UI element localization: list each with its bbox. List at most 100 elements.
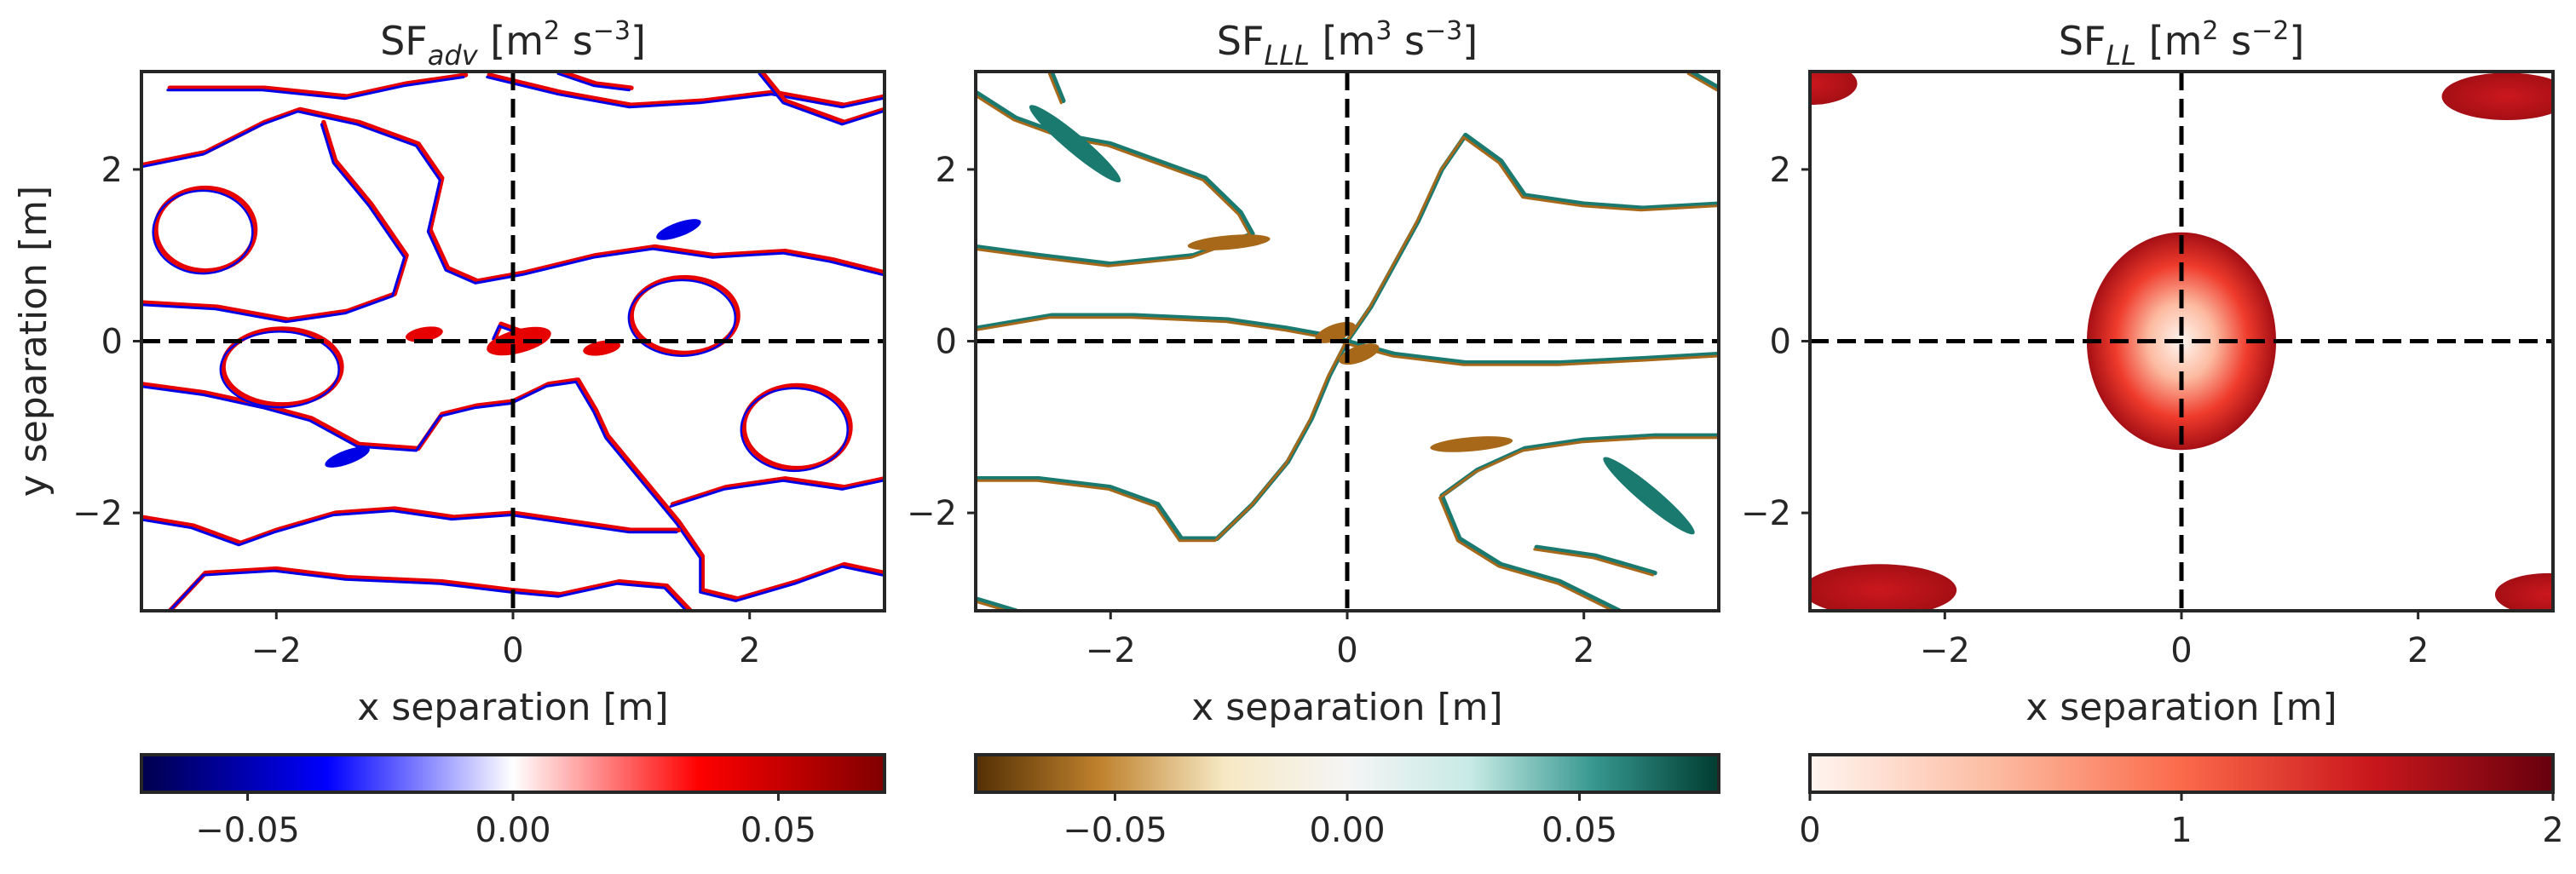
feature-blob	[405, 326, 443, 342]
colorbar-tick-label: 0.00	[475, 811, 550, 850]
contour-positive	[487, 72, 885, 108]
panel-sf-lll: SFLLL [m3 s−3] −2 0 2 2 0 −2 x separation [m]…	[907, 16, 1720, 850]
contour-negative	[1686, 72, 1718, 92]
contour-positive	[976, 596, 1018, 611]
panel-sf-ll: SFLL [m2 s−2] −2 0 220−2 x separation [m] …	[1741, 16, 2564, 850]
contour-negative	[141, 110, 884, 285]
contour-negative	[141, 123, 406, 324]
y-tick-label: 0	[1770, 323, 1791, 362]
contour-negative	[758, 72, 884, 126]
plot-area: −2 0 2 2 0 −2	[1741, 70, 2555, 670]
y-tick-label: −2	[1741, 494, 1791, 533]
y-tick-label: 2	[1770, 151, 1791, 190]
colorbar: −0.05 0.00 0.05	[140, 753, 886, 850]
x-tick-label: −2	[1920, 631, 1970, 670]
contour-negative	[556, 72, 631, 92]
panel-title: SFLLL [m3 s−3]	[1217, 16, 1478, 72]
x-tick-label: −2	[251, 631, 302, 670]
contour-positive	[167, 72, 469, 99]
x-tick-label: 2	[1573, 631, 1594, 670]
feature-blob	[656, 219, 701, 240]
panel-title: SFLL [m2 s−2]	[2059, 16, 2305, 72]
contour-negative	[166, 76, 465, 101]
panel-sf-adv: SFadv [m2 s−3] −2 0 2 2 0 −2 x separation [m]…	[12, 16, 886, 850]
feature-blob	[487, 326, 551, 356]
contour-positive	[1049, 72, 1066, 104]
x-tick-label: 0	[1336, 631, 1357, 670]
x-tick-label: 0	[2170, 631, 2192, 670]
colorbar-tick-label: 0.05	[741, 811, 816, 850]
contour-negative	[1438, 436, 1718, 611]
contour-negative	[1047, 72, 1063, 105]
feature-blob	[1029, 105, 1121, 183]
contour-positive	[670, 476, 885, 507]
contour-negative	[1344, 135, 1718, 345]
contour-loop-inner	[740, 387, 849, 473]
feature-blob	[583, 340, 621, 356]
contour-negative	[669, 479, 884, 508]
contour-loop	[153, 185, 258, 274]
x-axis-label: x separation [m]	[357, 686, 668, 729]
contour-positive	[141, 119, 409, 323]
panel-title: SFadv [m2 s−3]	[380, 16, 646, 72]
contour-negative	[141, 380, 884, 602]
contour-negative	[1344, 342, 1718, 366]
y-tick-label: 2	[101, 151, 123, 190]
contour-negative	[486, 76, 884, 109]
colorbar: 0 1 2	[1799, 753, 2564, 850]
contour-negative	[168, 569, 689, 611]
y-tick-label: 2	[936, 151, 957, 190]
contour-positive	[1345, 338, 1719, 365]
contour-negative	[976, 342, 1346, 543]
y-tick-label: 0	[101, 323, 123, 362]
contour-positive	[167, 566, 694, 611]
y-tick-label: −2	[907, 494, 957, 533]
colorbar-tick-label: 2	[2542, 811, 2563, 850]
colorbar: −0.05 0.00 0.05	[974, 753, 1720, 850]
x-axis-label: x separation [m]	[2026, 686, 2337, 729]
colorbar-gradient	[1810, 755, 2553, 792]
contour-loop	[741, 382, 853, 471]
corner-region	[2441, 72, 2553, 120]
contour-loop-inner	[627, 279, 737, 357]
colorbar-tick-label: 0.00	[1309, 811, 1385, 850]
colorbar-tick-label: 0.05	[1542, 811, 1617, 850]
contour-loop	[628, 274, 741, 356]
feature-blob	[1187, 234, 1271, 250]
colorbar-gradient	[141, 755, 885, 792]
x-tick-label: 0	[502, 631, 523, 670]
x-axis-label: x separation [m]	[1191, 686, 1502, 729]
contour-positive	[141, 377, 885, 601]
contour-positive	[557, 72, 634, 90]
plot-area: −2 0 2 2 0 −2	[907, 70, 1720, 670]
contour-positive	[1534, 544, 1657, 576]
x-tick-label: 2	[739, 631, 760, 670]
colorbar-tick-label: −0.05	[195, 811, 300, 850]
corner-region	[1810, 72, 1858, 106]
contour-loop-inner	[219, 331, 340, 409]
y-tick-label: 0	[936, 323, 957, 362]
contour-loop-inner	[152, 189, 254, 275]
colorbar-tick-label: 1	[2170, 811, 2192, 850]
x-tick-label: 2	[2407, 631, 2429, 670]
contour-loop	[220, 326, 344, 408]
colorbar-tick-label: −0.05	[1063, 811, 1167, 850]
feature-blob	[1603, 457, 1695, 535]
y-axis-label: y separation [m]	[12, 186, 55, 497]
colorbar-gradient	[976, 755, 1719, 792]
contour-positive	[1687, 72, 1719, 90]
contour-negative	[1533, 548, 1654, 577]
plot-area: −2 0 2 2 0 −2	[72, 70, 886, 670]
contour-negative	[976, 600, 1011, 611]
contour-positive	[758, 72, 885, 125]
y-tick-label: −2	[72, 494, 123, 533]
contour-positive	[141, 506, 682, 546]
corner-region	[1810, 564, 1957, 611]
contour-negative	[141, 509, 678, 547]
corner-region	[2494, 572, 2553, 611]
x-tick-label: −2	[1086, 631, 1136, 670]
colorbar-tick-label: 0	[1799, 811, 1820, 850]
feature-blob	[1430, 436, 1513, 452]
feature-blob	[325, 446, 370, 468]
